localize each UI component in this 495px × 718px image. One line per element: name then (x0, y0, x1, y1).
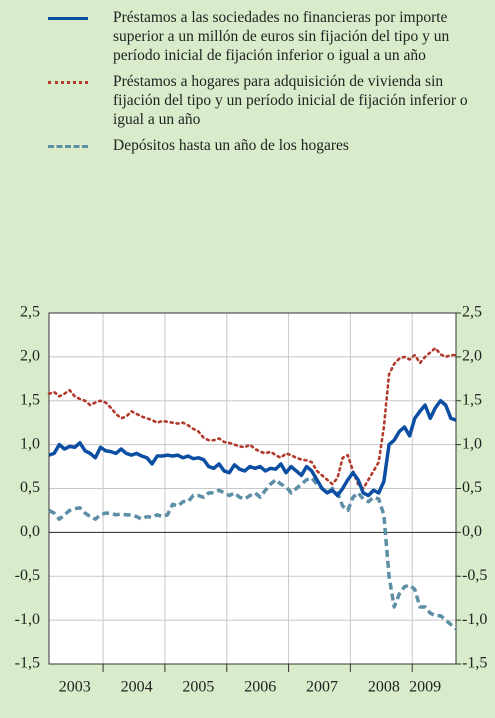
legend: Préstamos a las sociedades no financiera… (0, 8, 495, 162)
y-tick-label: 1,0 (20, 435, 40, 452)
plot-border (48, 312, 457, 665)
y-tick-label: 0,0 (20, 523, 40, 540)
legend-swatch (48, 145, 88, 148)
x-tick-label: 2003 (59, 679, 91, 696)
y2-tick-label: 2,0 (462, 348, 482, 365)
series-line (47, 346, 458, 490)
y2-tick-label: -0,5 (462, 567, 487, 584)
x-tick-label: 2004 (121, 679, 153, 696)
legend-swatch (48, 17, 88, 20)
x-tick-label: 2009 (409, 679, 441, 696)
legend-item: Préstamos a las sociedades no financiera… (0, 8, 495, 65)
y-tick-label: -0,5 (15, 567, 40, 584)
legend-label: Préstamos a las sociedades no financiera… (113, 9, 450, 64)
legend-swatch (48, 81, 88, 84)
x-tick-label: 2006 (244, 679, 276, 696)
legend-item: Préstamos a hogares para adquisición de … (0, 72, 495, 129)
series-line (48, 399, 457, 498)
y-tick-label: -1,0 (15, 611, 40, 628)
y2-tick-label: 0,5 (462, 479, 482, 496)
legend-label: Depósitos hasta un año de los hogares (113, 137, 349, 154)
series-line (48, 476, 458, 631)
y2-tick-label: 1,0 (462, 435, 482, 452)
x-tick-label: 2005 (182, 679, 214, 696)
x-tick-label: 2008 (368, 679, 400, 696)
y-tick-label: 0,5 (20, 479, 40, 496)
y2-tick-label: -1,5 (462, 655, 487, 672)
legend-item: Depósitos hasta un año de los hogares (0, 136, 495, 155)
y-tick-label: 1,5 (20, 391, 40, 408)
y2-tick-label: -1,0 (462, 611, 487, 628)
y-tick-label: 2,5 (20, 304, 40, 321)
y2-tick-label: 1,5 (462, 391, 482, 408)
y2-tick-label: 0,0 (462, 523, 482, 540)
x-tick-label: 2007 (306, 679, 338, 696)
y-tick-label: -1,5 (15, 655, 40, 672)
y2-tick-label: 2,5 (462, 304, 482, 321)
legend-label: Préstamos a hogares para adquisición de … (113, 73, 468, 128)
y-tick-label: 2,0 (20, 348, 40, 365)
